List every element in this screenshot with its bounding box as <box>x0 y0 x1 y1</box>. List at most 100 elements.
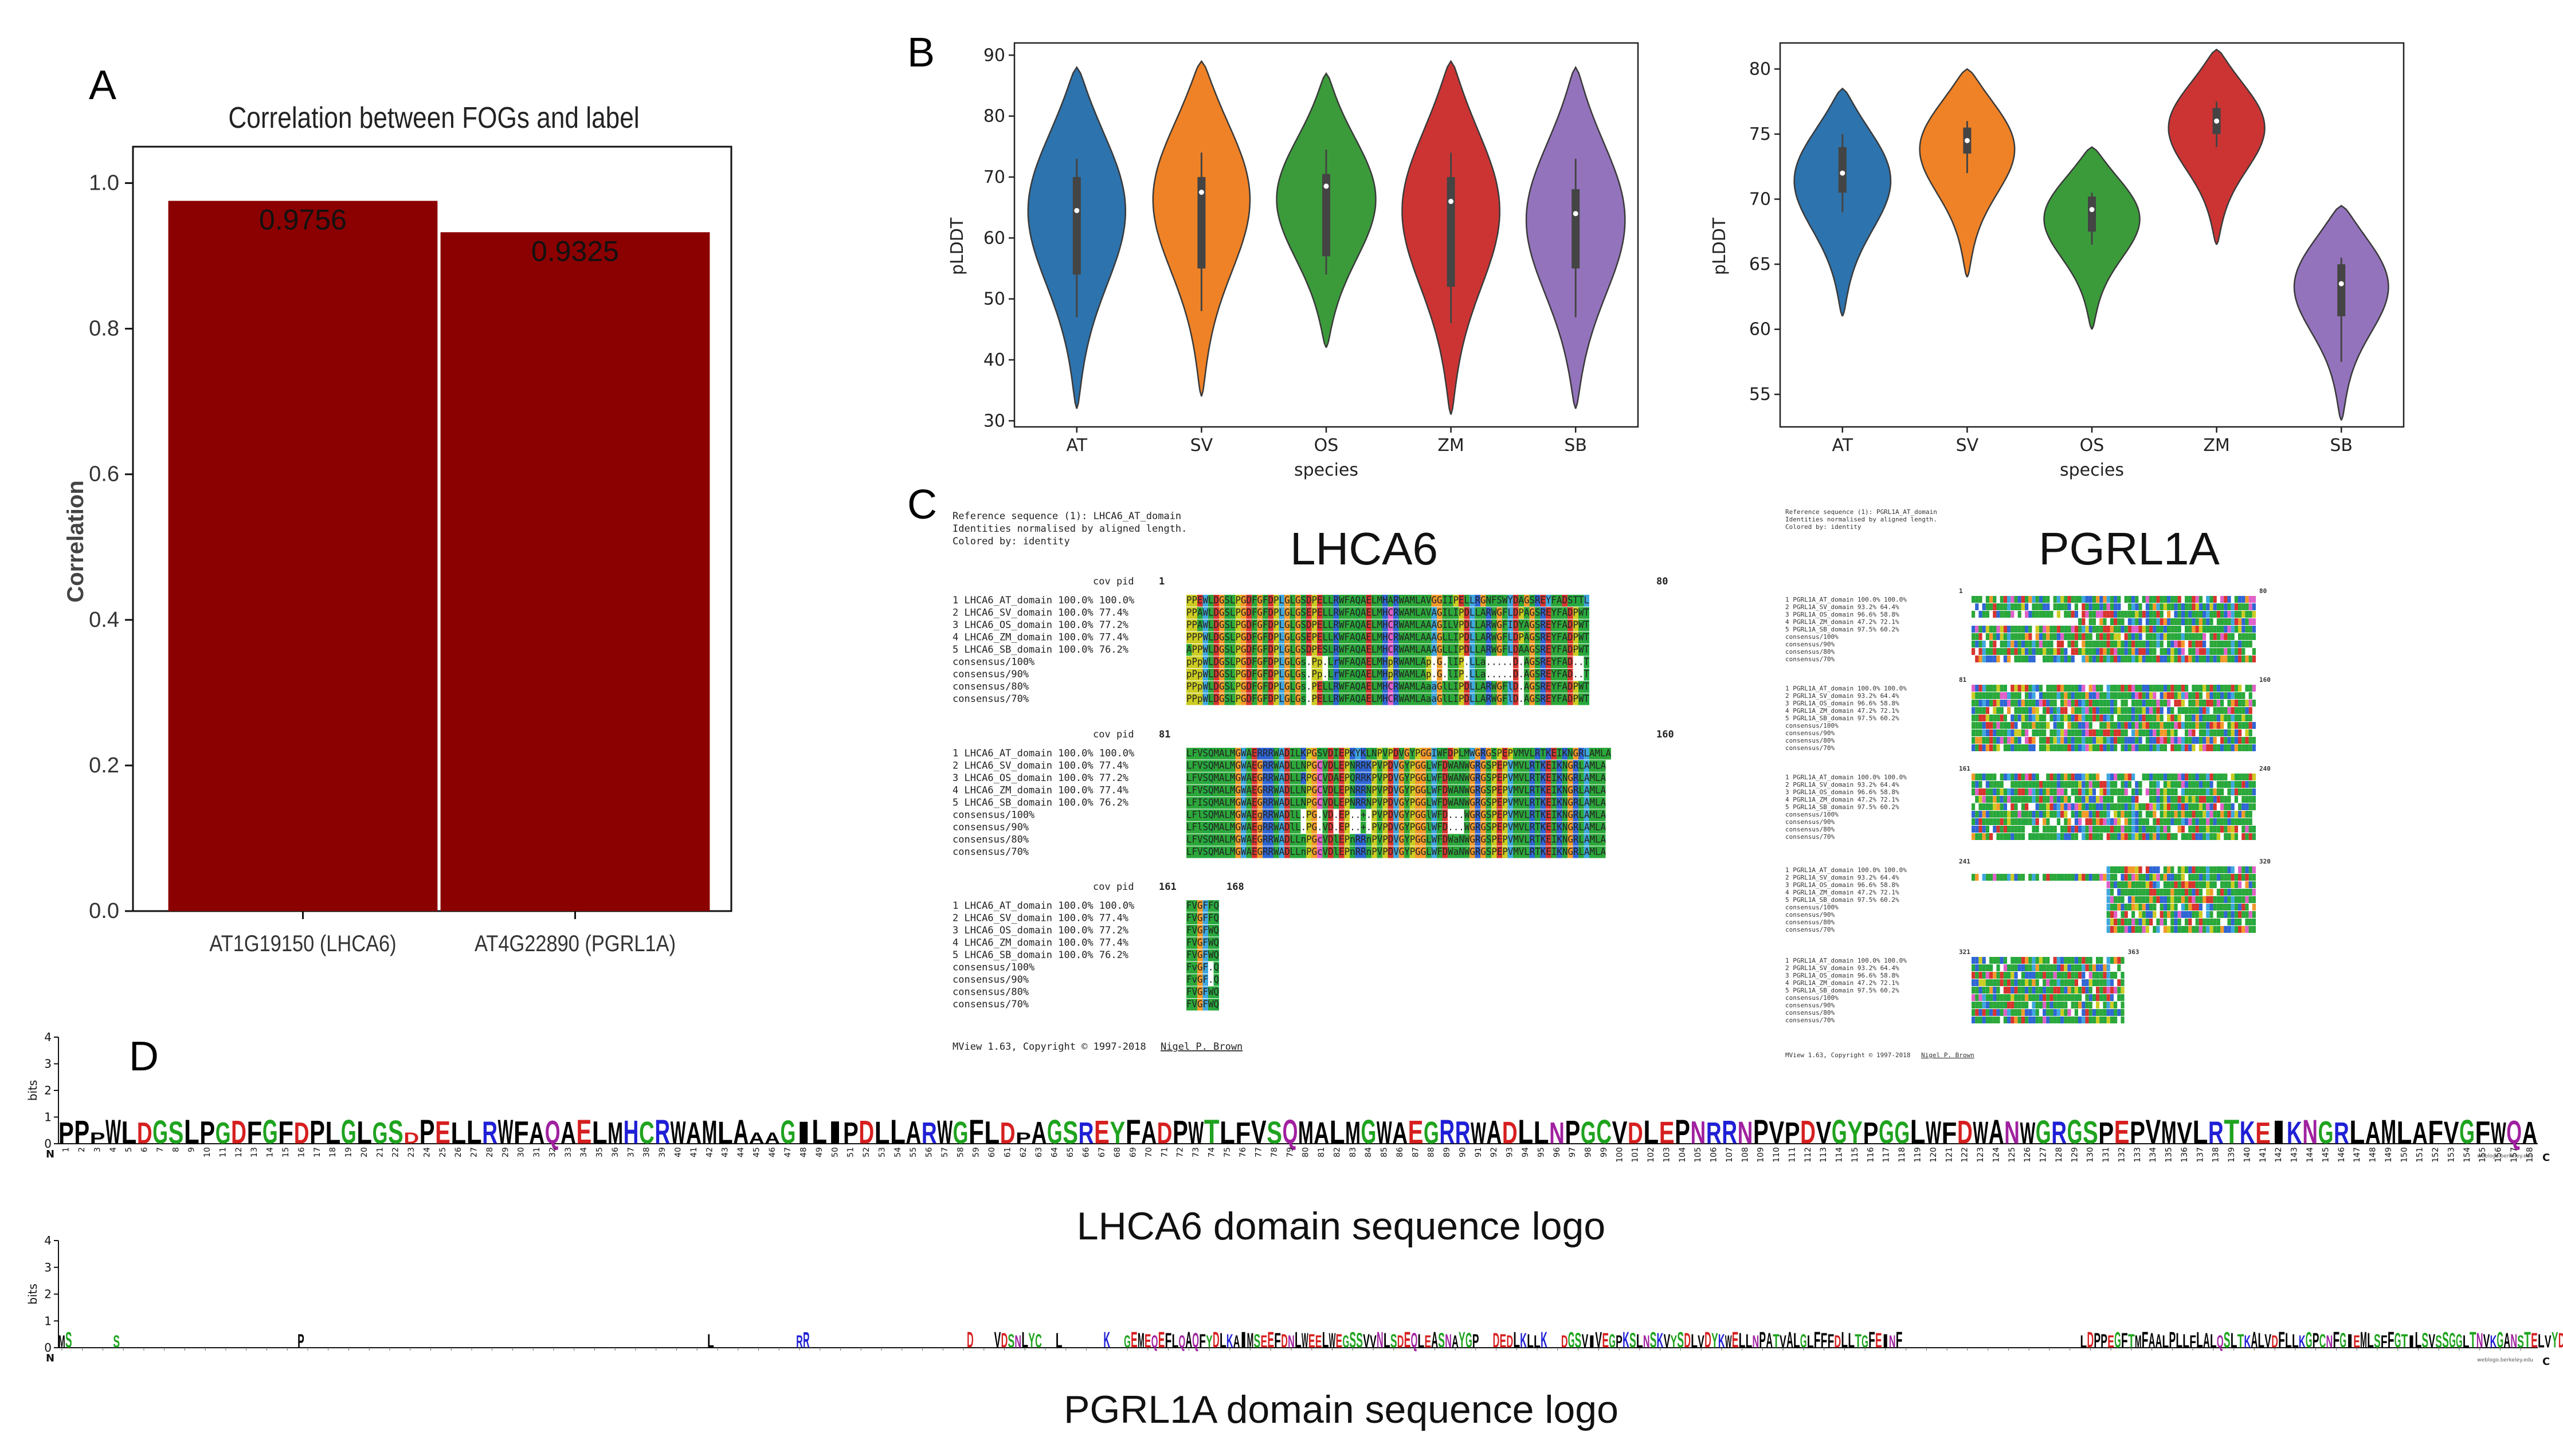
logo-position-number: 115 <box>1851 1147 1860 1163</box>
alignment-cell <box>2195 626 2199 633</box>
alignment-cell <box>2224 611 2228 618</box>
logo-letter: E <box>1267 1328 1274 1353</box>
alignment-cell <box>2131 874 2135 881</box>
alignment-cell <box>2082 729 2086 736</box>
alignment-cell <box>2106 811 2110 818</box>
logo-position-number: 2 <box>77 1147 87 1152</box>
alignment-cell <box>1241 607 1247 619</box>
alignment-cell <box>2049 796 2053 803</box>
alignment-cell <box>2117 881 2121 888</box>
alignment-cell <box>1589 784 1595 796</box>
alignment-cell <box>2060 744 2064 751</box>
alignment-cell <box>2153 618 2157 625</box>
alignment-cell <box>2014 700 2018 707</box>
alignment-cell <box>2135 685 2139 692</box>
alignment-cell <box>1284 772 1290 784</box>
alignment-cell <box>2153 626 2157 633</box>
alignment-cell <box>1377 797 1382 809</box>
alignment-cell <box>2085 833 2089 840</box>
alignment-cell <box>2117 707 2121 714</box>
alignment-cell <box>2082 722 2086 729</box>
alignment-cell <box>2071 656 2075 662</box>
alignment-cell <box>2224 911 2228 918</box>
alignment-cell <box>2056 987 2060 994</box>
logo-position-number: 14 <box>266 1147 275 1157</box>
alignment-cell <box>1295 631 1301 643</box>
alignment-cell <box>2074 715 2078 721</box>
alignment-cell <box>2046 803 2050 810</box>
alignment-cell <box>2206 896 2210 903</box>
alignment-cell <box>1295 693 1301 705</box>
alignment-cell <box>2131 833 2135 840</box>
alignment-cell <box>2234 603 2238 610</box>
alignment-cell <box>2088 1002 2092 1008</box>
alignment-cell <box>1344 607 1350 619</box>
alignment-cell <box>2149 633 2153 640</box>
alignment-cell <box>1996 833 2000 840</box>
alignment-cell <box>1431 693 1437 705</box>
alignment-cell <box>2131 722 2135 729</box>
alignment-cell <box>1241 669 1247 681</box>
alignment-cell <box>2096 729 2100 736</box>
alignment-cell <box>1252 772 1257 784</box>
alignment-cell <box>2248 781 2252 788</box>
alignment-sequence: FVGFWQ <box>1186 949 1219 961</box>
alignment-cell <box>1339 846 1345 858</box>
alignment-sequence: PPpWLDGSLPGDFGFDPLGLGs.PELLRWFAQAELMHCRW… <box>1186 693 1589 705</box>
logo-letter: E <box>2531 1329 2538 1352</box>
alignment-cell <box>1208 595 1214 607</box>
logo-letter: D <box>1561 1332 1568 1351</box>
alignment-cell <box>1985 611 1989 618</box>
alignment-cell <box>2064 656 2068 662</box>
alignment-cell <box>2088 633 2092 640</box>
alignment-cell <box>1996 737 2000 744</box>
alignment-cell <box>2014 1009 2018 1016</box>
alignment-cell <box>1192 900 1197 912</box>
alignment-sequence: LFlSQMALMGWAEgRRWADlL.PG.VD.EP..+.PVPDVG… <box>1186 810 1606 821</box>
alignment-cell <box>1284 631 1290 643</box>
alignment-cell <box>1507 644 1513 656</box>
alignment-cell <box>1366 669 1371 681</box>
alignment-cell <box>1448 797 1453 809</box>
alignment-cell <box>1469 797 1475 809</box>
alignment-cell <box>1982 737 1986 744</box>
alignment-cell <box>1192 748 1197 760</box>
alignment-cell <box>2117 833 2121 840</box>
alignment-cell <box>2209 618 2213 625</box>
alignment-cell <box>2149 774 2153 780</box>
alignment-cell <box>1290 760 1295 772</box>
alignment-footer-link[interactable]: Nigel P. Brown <box>1161 1041 1243 1053</box>
alignment-cell <box>1344 693 1350 705</box>
alignment-cell <box>1567 693 1573 705</box>
alignment-cell <box>1475 809 1480 821</box>
alignment-cell <box>2099 596 2103 603</box>
alignment-cell <box>2234 796 2238 803</box>
logo-letter: D <box>2558 1329 2563 1352</box>
alignment-cell <box>2156 626 2160 633</box>
logo-position-number: 16 <box>297 1147 306 1157</box>
alignment-cell <box>2106 874 2110 881</box>
alignment-row-label: 2 PGRL1A_SV_domain 93.2% 64.4% <box>1785 874 1899 881</box>
alignment-sequence: LFVSQMALMGWAEGRRWADLLnPGcVDlEPnRRnPVPDVG… <box>1186 846 1606 858</box>
alignment-cell <box>2203 707 2207 714</box>
alignment-cell <box>1230 772 1236 784</box>
alignment-cell <box>2177 744 2181 751</box>
alignment-cell <box>2064 987 2068 994</box>
alignment-cell <box>2198 774 2203 780</box>
alignment-cell <box>1480 846 1486 858</box>
alignment-cell <box>2248 833 2252 840</box>
alignment-cell <box>2085 715 2089 721</box>
alignment-cell <box>1996 874 2000 881</box>
alignment-cell <box>2011 781 2015 788</box>
alignment-cell <box>1241 846 1247 858</box>
alignment-row-label: 4 PGRL1A_ZM_domain 47.2% 72.1% <box>1785 979 1899 987</box>
alignment-footer-link[interactable]: Nigel P. Brown <box>1921 1051 1974 1059</box>
alignment-cell <box>2032 603 2036 610</box>
alignment-cell <box>2025 774 2029 780</box>
alignment-cell <box>2085 826 2089 833</box>
alignment-cell <box>1993 596 1997 603</box>
alignment-cell <box>1502 846 1508 858</box>
alignment-cell <box>2245 833 2249 840</box>
logo-letter: E <box>2353 1332 2360 1351</box>
alignment-cell <box>1578 846 1584 858</box>
